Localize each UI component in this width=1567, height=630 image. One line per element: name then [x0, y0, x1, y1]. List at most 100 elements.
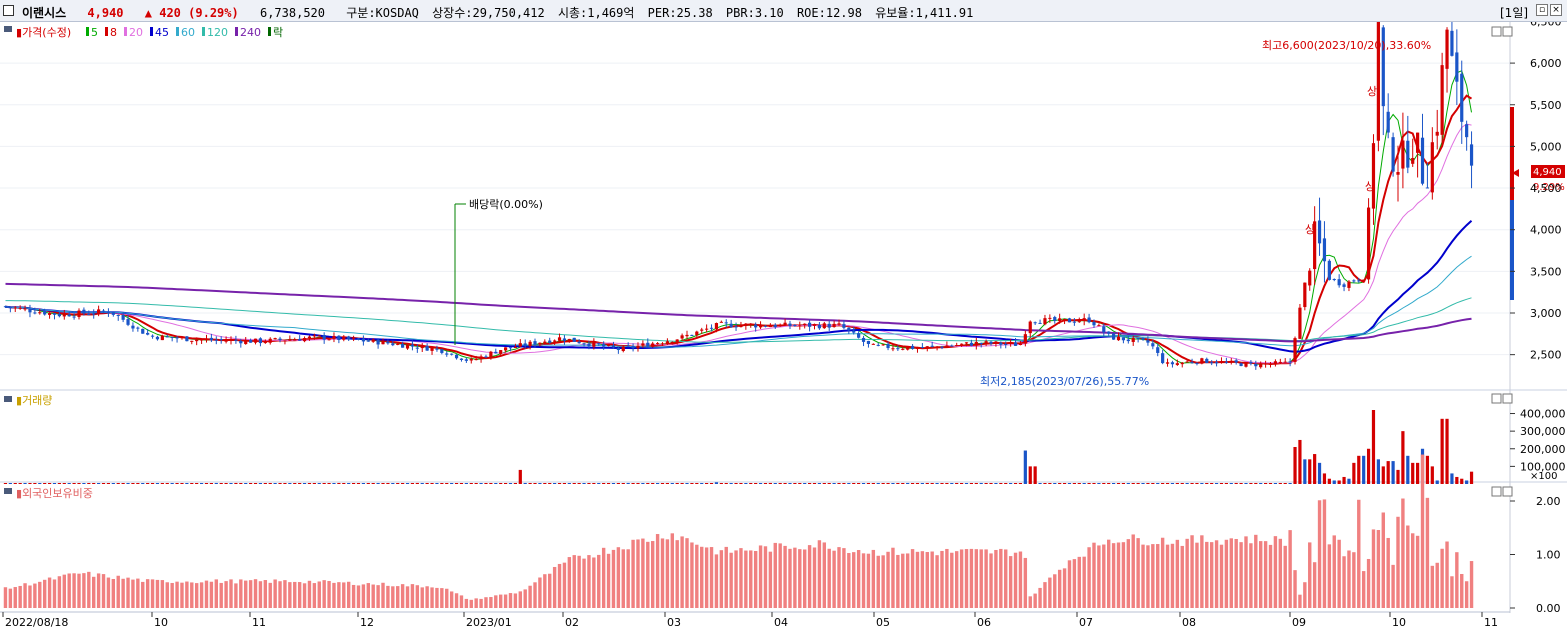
price-axis: 6,500 6,000 5,500 5,000 4,500 4,000 3,500 3,000…	[1510, 22, 1562, 362]
foreign-pane-min-button[interactable]	[1491, 486, 1502, 497]
foreign-bar	[695, 544, 699, 608]
foreign-bar	[621, 549, 625, 608]
volume-bar	[430, 483, 434, 484]
volume-bar	[170, 483, 174, 484]
foreign-bar	[440, 588, 444, 608]
period-selector[interactable]: [1일]	[1500, 6, 1529, 20]
pane-divider[interactable]	[0, 481, 1567, 483]
pane-icon[interactable]	[4, 488, 12, 494]
foreign-bar	[484, 597, 488, 608]
candle-body	[641, 343, 645, 346]
candle-body	[866, 340, 871, 344]
pane-icon[interactable]	[4, 396, 12, 402]
title-bar: 이랜시스 4,940 ▲ 420 (9.29%) 6,738,520 구분:KO…	[0, 0, 1567, 22]
price-tick-label: 6,000	[1530, 57, 1562, 70]
candle-body	[1416, 132, 1420, 153]
volume-bar	[582, 483, 586, 484]
stock-per: PER:25.38	[647, 6, 713, 20]
foreign-bar	[278, 581, 282, 608]
foreign-bar	[1268, 544, 1273, 608]
restore-button[interactable]: ▫	[1536, 4, 1548, 16]
foreign-bar	[1386, 537, 1390, 608]
foreign-bar	[1131, 534, 1135, 608]
volume-bar	[969, 483, 974, 484]
volume-bar	[1062, 483, 1067, 484]
volume-bar	[351, 483, 356, 484]
candle-body	[763, 325, 768, 327]
foreign-bar	[606, 553, 611, 608]
candle-body	[705, 328, 709, 330]
date-label: 05	[876, 616, 890, 629]
foreign-bar	[959, 549, 964, 608]
foreign-bar	[508, 593, 513, 608]
volume-bar	[739, 483, 743, 484]
volume-bar	[533, 483, 537, 484]
candle-body	[111, 312, 115, 315]
volume-bar	[33, 482, 37, 484]
foreign-bar	[670, 533, 675, 608]
foreign-bar	[288, 582, 292, 608]
foreign-bar	[106, 577, 111, 608]
candle-body	[714, 323, 719, 330]
ma-line-60	[5, 255, 1472, 348]
current-price-label: 4,940	[1533, 167, 1562, 178]
volume-bar	[43, 482, 47, 484]
foreign-bar	[1126, 539, 1131, 608]
foreign-bar	[425, 586, 429, 608]
volume-bar	[842, 483, 846, 484]
candle-body	[1210, 362, 1214, 364]
pane-divider[interactable]	[0, 389, 1567, 391]
candle-body	[964, 342, 969, 344]
foreign-bar	[87, 571, 91, 608]
candle-body	[660, 343, 665, 345]
candle-body	[729, 323, 733, 328]
candle-body	[1102, 326, 1106, 333]
volume-bar	[342, 483, 346, 484]
candle-body	[974, 341, 978, 346]
candle-body	[832, 323, 836, 328]
volume-bar	[332, 483, 336, 484]
close-button[interactable]: ×	[1550, 4, 1562, 16]
volume-bar	[1406, 455, 1410, 484]
foreign-bar	[768, 551, 773, 608]
low-annotation: 최저2,185(2023/07/26),55.77%	[980, 375, 1149, 388]
candle-body	[1112, 333, 1116, 340]
foreign-bar	[435, 587, 439, 608]
candle-body	[1224, 361, 1228, 363]
foreign-bar	[1464, 581, 1469, 608]
volume-bar	[204, 483, 209, 484]
ma-legend-swatch	[202, 27, 205, 36]
foreign-bar	[753, 551, 758, 608]
foreign-bar	[317, 581, 321, 608]
pane-icon[interactable]	[4, 26, 12, 32]
volume-bar	[38, 483, 42, 484]
candle-body	[960, 343, 964, 345]
foreign-pane-close-button[interactable]	[1502, 486, 1513, 497]
candle-body	[87, 314, 91, 316]
candle-body	[553, 340, 557, 342]
price-pane-close-button[interactable]	[1502, 26, 1513, 37]
price-pane-min-button[interactable]	[1491, 26, 1502, 37]
volume-bar	[57, 483, 61, 484]
foreign-bar	[405, 586, 410, 608]
volume-bar	[415, 482, 419, 484]
volume-bar	[616, 482, 620, 484]
volume-bar	[52, 483, 57, 484]
candle-body	[1303, 282, 1307, 308]
candle-body	[508, 347, 513, 349]
volume-bar	[62, 483, 66, 484]
candle-body	[1107, 331, 1111, 334]
foreign-bar	[1263, 541, 1268, 608]
volume-bar	[23, 482, 27, 484]
volume-pane-min-button[interactable]	[1491, 393, 1502, 404]
volume-pane-close-button[interactable]	[1502, 393, 1513, 404]
foreign-bar	[905, 553, 910, 608]
foreign-bar	[268, 582, 272, 608]
foreign-bar	[989, 553, 993, 608]
foreign-bar	[92, 576, 96, 608]
volume-bar	[111, 483, 115, 484]
checkbox[interactable]	[3, 5, 14, 16]
volume-bar	[1313, 454, 1317, 484]
volume-bar	[994, 483, 998, 484]
candle-body	[528, 341, 532, 347]
